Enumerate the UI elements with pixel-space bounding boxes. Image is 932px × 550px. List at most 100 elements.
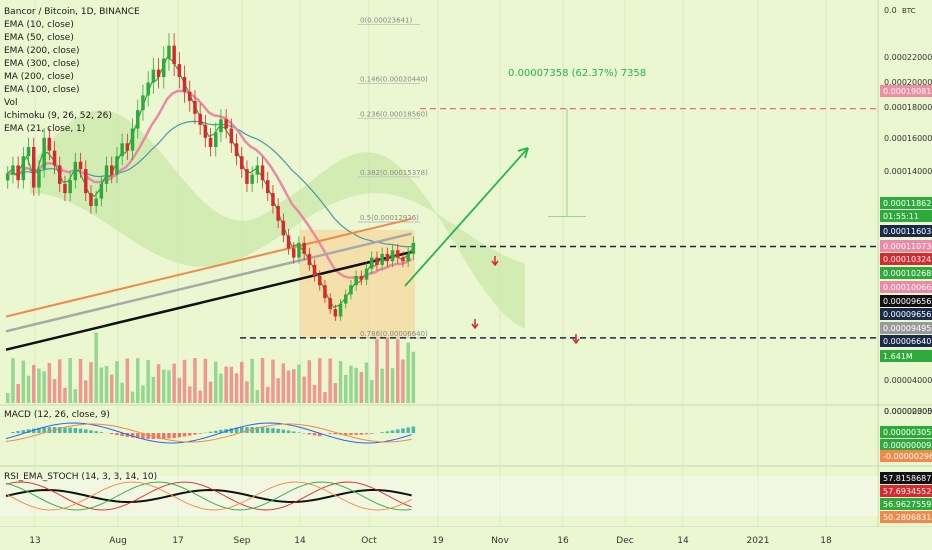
x-tick-label: Oct bbox=[361, 536, 377, 546]
price-tag bbox=[880, 85, 932, 97]
x-tick-label: 2021 bbox=[747, 536, 770, 546]
down-arrow-icon bbox=[572, 334, 580, 345]
macd-histogram-bar bbox=[208, 431, 213, 433]
candle-body bbox=[125, 143, 130, 151]
macd-pane-label[interactable]: MACD (12, 26, close, 9) bbox=[4, 410, 110, 420]
macd-histogram-bar bbox=[99, 432, 104, 433]
macd-histogram-bar bbox=[359, 433, 364, 435]
macd-histogram-bar bbox=[385, 431, 390, 433]
price-tag bbox=[880, 335, 932, 347]
volume-bar bbox=[177, 377, 182, 403]
fib-level-label: 0.5(0.00012926) bbox=[360, 214, 419, 222]
macd-histogram-bar bbox=[68, 427, 72, 433]
price-tag bbox=[880, 197, 932, 209]
macd-histogram-bar bbox=[182, 433, 187, 437]
volume-bar bbox=[229, 366, 234, 403]
candle-body bbox=[302, 242, 306, 254]
rsi-price-tag-label: 50.28068314 bbox=[883, 513, 932, 522]
x-tick-label: 13 bbox=[29, 536, 40, 546]
candle-body bbox=[375, 257, 379, 265]
y-tick-label: 0.00022000 bbox=[884, 53, 932, 62]
candle-body bbox=[58, 165, 62, 184]
volume-bar bbox=[318, 358, 322, 403]
candle-body bbox=[99, 183, 104, 199]
price-tag-label: 0.00009656 bbox=[883, 297, 931, 306]
rsi-pane-label[interactable]: RSI_EMA_STOCH (14, 3, 3, 14, 10) bbox=[4, 472, 158, 482]
candle-body bbox=[73, 161, 78, 181]
candle-body bbox=[292, 248, 296, 258]
volume-bar bbox=[104, 365, 109, 403]
volume-bar bbox=[110, 374, 114, 403]
y-tick-label: 0.00018000 bbox=[884, 103, 932, 112]
macd-histogram-bar bbox=[73, 428, 78, 433]
volume-bar bbox=[240, 361, 244, 403]
macd-histogram-bar bbox=[136, 433, 140, 439]
macd-histogram-bar bbox=[312, 433, 317, 436]
macd-histogram-bar bbox=[37, 427, 41, 433]
macd-histogram-bar bbox=[120, 433, 124, 437]
volume-bar bbox=[396, 339, 400, 403]
volume-bar bbox=[167, 370, 171, 403]
legend-item[interactable]: Ichimoku (9, 26, 52, 26) bbox=[4, 111, 112, 121]
legend-item[interactable]: EMA (100, close) bbox=[4, 85, 80, 95]
candle-body bbox=[110, 165, 114, 175]
candle-body bbox=[323, 285, 327, 299]
volume-bar bbox=[130, 391, 135, 403]
volume-bar bbox=[26, 375, 31, 403]
volume-bar bbox=[68, 358, 72, 403]
volume-bar bbox=[37, 368, 41, 403]
volume-bar bbox=[182, 359, 187, 403]
legend-item[interactable]: EMA (10, close) bbox=[4, 20, 74, 30]
candle-body bbox=[224, 119, 228, 129]
macd-histogram-bar bbox=[94, 431, 98, 433]
candle-body bbox=[162, 58, 166, 77]
candle-body bbox=[260, 165, 265, 181]
candle-body bbox=[47, 137, 52, 151]
volume-bar bbox=[271, 359, 275, 403]
legend-item[interactable]: Vol bbox=[4, 98, 18, 108]
fib-level-label: 0.786(0.00006640) bbox=[360, 330, 428, 338]
legend-item[interactable]: EMA (300, close) bbox=[4, 59, 80, 69]
candle-body bbox=[136, 110, 140, 129]
volume-bar bbox=[63, 387, 67, 403]
volume-bar bbox=[188, 386, 192, 403]
x-axis-band bbox=[0, 527, 932, 550]
rsi-price-tag bbox=[880, 485, 932, 497]
volume-bar bbox=[203, 358, 208, 403]
volume-bar bbox=[125, 358, 130, 403]
candle-body bbox=[84, 169, 88, 194]
legend-item[interactable]: EMA (50, close) bbox=[4, 33, 74, 43]
legend-item[interactable]: EMA (21, close, 1) bbox=[4, 124, 86, 134]
candle-body bbox=[203, 124, 208, 138]
price-tag-label: 0.00011073 bbox=[883, 242, 931, 251]
candle-body bbox=[281, 220, 286, 236]
volume-bar bbox=[146, 360, 150, 403]
volume-bar bbox=[234, 373, 239, 403]
candle-body bbox=[52, 150, 57, 166]
volume-bar bbox=[198, 390, 202, 403]
macd-histogram-bar bbox=[245, 427, 249, 433]
volume-bar bbox=[292, 369, 296, 403]
candle-body bbox=[63, 183, 67, 194]
legend-item[interactable]: MA (200, close) bbox=[4, 72, 74, 82]
volume-bar bbox=[58, 359, 62, 403]
candle-body bbox=[104, 165, 109, 184]
candle-body bbox=[193, 100, 197, 114]
volume-bar bbox=[42, 371, 46, 403]
candle-body bbox=[307, 253, 312, 265]
price-tag-label: 0.00010324 bbox=[883, 255, 931, 264]
price-tag-label: 1.641M bbox=[883, 352, 913, 361]
price-tag-label: 0.00009656 bbox=[883, 310, 931, 319]
macd-histogram-bar bbox=[396, 429, 400, 433]
candle-body bbox=[385, 253, 390, 262]
candle-body bbox=[250, 174, 254, 184]
volume-bar bbox=[297, 364, 301, 403]
volume-bar bbox=[16, 384, 20, 403]
macd-histogram-bar bbox=[266, 427, 270, 433]
target-arrow bbox=[404, 147, 529, 287]
legend-item[interactable]: EMA (200, close) bbox=[4, 46, 80, 56]
price-tag bbox=[880, 322, 932, 334]
macd-histogram-bar bbox=[406, 427, 410, 433]
volume-bar bbox=[390, 368, 395, 403]
